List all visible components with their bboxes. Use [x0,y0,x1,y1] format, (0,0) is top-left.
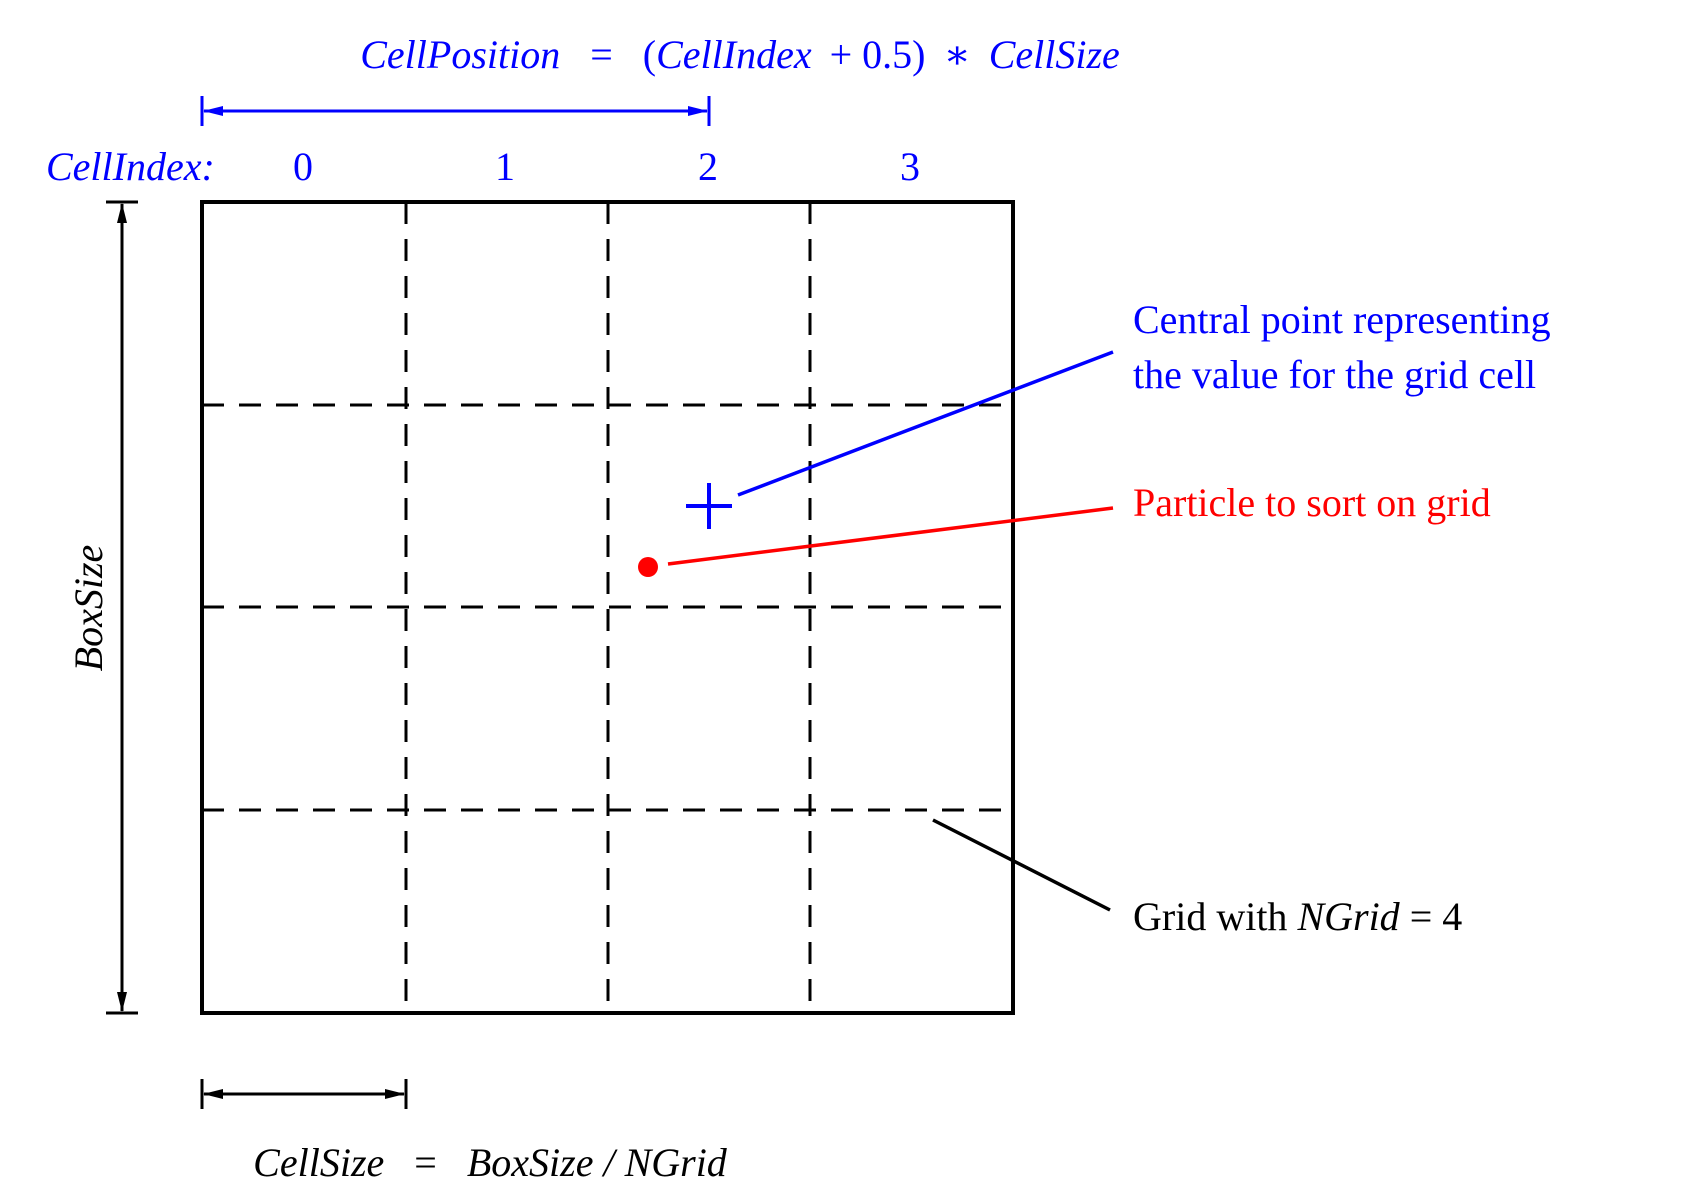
central-point-marker [686,483,732,529]
cell-size-eq: = [414,1140,437,1185]
central-point-annotation-line2: the value for the grid cell [1133,352,1536,397]
box-size-dimension [106,200,138,1015]
cell-index-label: CellIndex: [46,144,215,189]
particle-dot [638,557,658,577]
grid-annotation-var: NGrid [1296,894,1400,939]
cell-size-dimension [200,1079,408,1109]
particle-annotation: Particle to sort on grid [1133,480,1491,525]
cell-position-eq: = [590,32,613,77]
cell-position-plus: + 0.5) [830,32,926,77]
particle-leader-line [667,506,1114,566]
cell-size-lhs: CellSize [253,1140,384,1185]
cell-position-rhs: CellSize [989,32,1120,77]
cell-size-formula: CellSize = BoxSize / NGrid [253,1140,728,1185]
central-point-annotation-line1: Central point representing [1133,297,1551,342]
cell-position-var: CellIndex [656,32,812,77]
cell-index-0: 0 [293,144,313,189]
cell-position-times: ∗ [944,32,971,77]
grid-annotation-prefix: Grid with [1133,894,1297,939]
grid-annotation: Grid with NGrid = 4 [1133,894,1462,939]
box-outline [200,200,1015,1015]
cell-position-dimension [200,96,711,126]
cell-position-formula: CellPosition = (CellIndex + 0.5) ∗ CellS… [360,32,1120,77]
cell-index-3: 3 [900,144,920,189]
grid-annotation-suffix: = 4 [1400,894,1463,939]
grid-leader-line [932,818,1111,912]
grid-dashed-lines [202,202,1013,1013]
cell-position-lhs: CellPosition [360,32,560,77]
cell-index-2: 2 [698,144,718,189]
cell-size-rhs: BoxSize / NGrid [467,1140,728,1185]
central-point-leader-line [737,350,1114,497]
cell-position-open-paren: ( [643,32,656,77]
cell-index-1: 1 [495,144,515,189]
box-size-label: BoxSize [66,545,111,672]
